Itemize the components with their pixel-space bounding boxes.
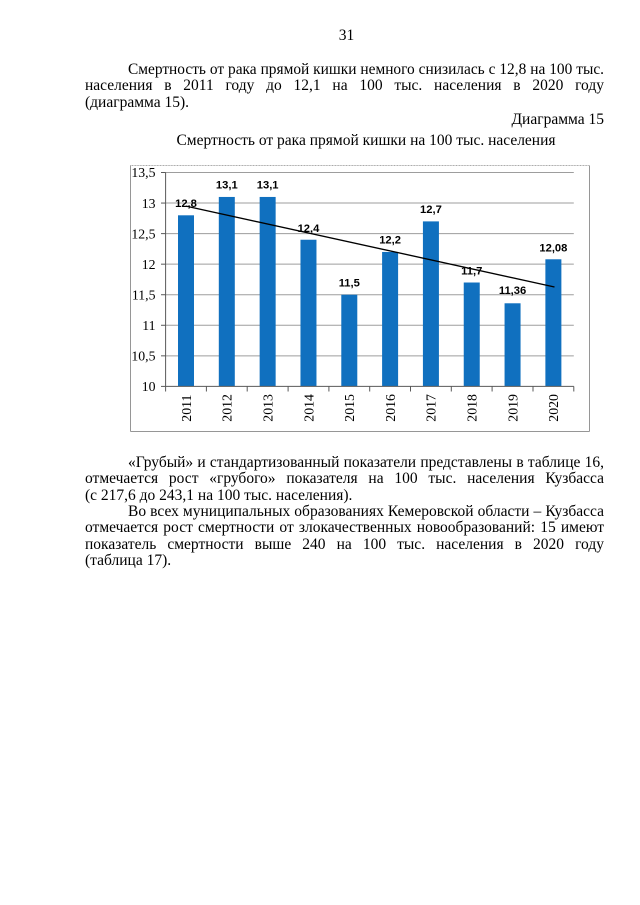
svg-text:11: 11 [142,318,155,333]
svg-text:2020: 2020 [546,394,561,422]
svg-text:11,36: 11,36 [499,285,526,297]
svg-text:10,5: 10,5 [131,349,155,364]
svg-text:2017: 2017 [424,394,439,422]
svg-text:12,7: 12,7 [420,204,442,216]
svg-text:11,5: 11,5 [339,277,360,289]
svg-text:2013: 2013 [260,394,275,422]
svg-text:12,2: 12,2 [379,235,401,247]
svg-text:13,5: 13,5 [131,165,155,180]
svg-text:2018: 2018 [465,394,480,422]
svg-text:2012: 2012 [220,394,235,422]
svg-text:10: 10 [142,379,156,394]
svg-text:2011: 2011 [179,395,194,422]
svg-text:2015: 2015 [342,394,357,422]
svg-text:2014: 2014 [301,394,316,422]
svg-text:11,7: 11,7 [461,266,482,278]
svg-text:2016: 2016 [383,394,398,422]
svg-text:11,5: 11,5 [132,287,156,302]
svg-text:12,4: 12,4 [298,223,321,235]
svg-text:12: 12 [142,257,156,272]
svg-text:2019: 2019 [505,394,520,422]
svg-text:13: 13 [142,196,156,211]
svg-text:13,1: 13,1 [216,180,238,192]
svg-text:13,1: 13,1 [257,180,279,192]
svg-text:12,5: 12,5 [131,226,155,241]
svg-text:12,8: 12,8 [175,198,197,210]
svg-text:12,08: 12,08 [539,243,567,255]
